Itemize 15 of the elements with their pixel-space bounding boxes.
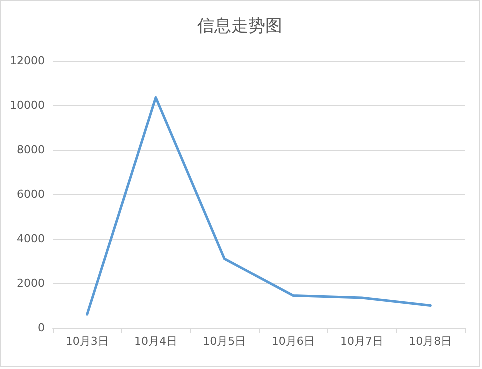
y-tick-label: 4000: [17, 232, 45, 246]
x-tick-label: 10月3日: [66, 335, 109, 348]
y-tick-label: 2000: [17, 277, 45, 290]
y-tick-label: 6000: [17, 188, 45, 201]
x-tick-label: 10月8日: [409, 335, 452, 348]
y-tick-label: 12000: [10, 54, 45, 68]
line-series: [86, 96, 432, 316]
x-tick-label: 10月6日: [272, 335, 315, 348]
x-tick-label: 10月7日: [340, 335, 384, 348]
x-tick-label: 10月4日: [134, 335, 178, 348]
chart-title: 信息走势图: [198, 16, 282, 36]
x-tick-label: 10月5日: [203, 335, 246, 348]
y-tick-label: 0: [38, 322, 45, 334]
y-tick-label: 8000: [17, 144, 45, 156]
y-tick-label: 10000: [10, 99, 45, 112]
